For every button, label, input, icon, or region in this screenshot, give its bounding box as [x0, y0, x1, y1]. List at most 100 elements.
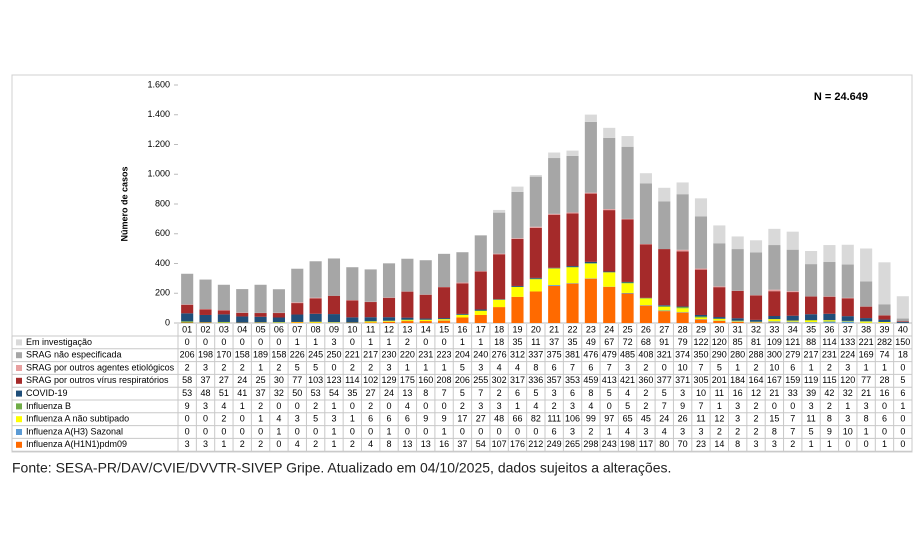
- x-tick-label: 04: [237, 324, 247, 334]
- table-value: 9: [442, 414, 447, 424]
- bar-segment: [695, 317, 707, 319]
- bar-segment: [401, 320, 413, 321]
- bar-segment: [713, 225, 725, 243]
- bar-segment: [530, 175, 542, 177]
- table-value: 0: [460, 426, 465, 436]
- table-value: 27: [366, 388, 376, 398]
- x-tick-label: 22: [568, 324, 578, 334]
- table-value: 302: [492, 375, 507, 385]
- table-value: 9: [185, 401, 190, 411]
- table-value: 476: [583, 350, 598, 360]
- table-value: 226: [290, 350, 305, 360]
- table-value: 159: [785, 375, 800, 385]
- bar-segment: [713, 317, 725, 319]
- bar-segment: [255, 313, 267, 317]
- bar-segment: [310, 261, 322, 297]
- table-value: 8: [588, 388, 593, 398]
- bar-segment: [530, 228, 542, 278]
- table-value: 5: [533, 388, 538, 398]
- x-tick-label: 19: [512, 324, 522, 334]
- bar-segment: [603, 272, 615, 273]
- y-tick-label: 400: [155, 258, 170, 268]
- table-value: 357: [547, 375, 562, 385]
- table-value: 4: [368, 439, 373, 449]
- legend-label: Influenza A(H1N1)pdm09: [26, 439, 127, 449]
- bar-segment: [566, 151, 578, 156]
- legend-swatch: [16, 442, 22, 448]
- table-value: 16: [879, 388, 889, 398]
- table-value: 5: [460, 388, 465, 398]
- bar-segment: [438, 321, 450, 323]
- table-value: 2: [350, 439, 355, 449]
- table-value: 53: [182, 388, 192, 398]
- bar-segment: [383, 322, 395, 323]
- bar-segment: [860, 318, 872, 321]
- source-note: Fonte: SESA-PR/DAV/CVIE/DVVTR-SIVEP Grip…: [12, 460, 671, 476]
- table-value: 371: [675, 375, 690, 385]
- x-tick-label: 30: [714, 324, 724, 334]
- table-value: 7: [570, 362, 575, 372]
- bar-segment: [658, 311, 670, 323]
- x-tick-label: 34: [788, 324, 798, 334]
- bar-segment: [530, 279, 542, 291]
- bar-segment: [511, 287, 523, 297]
- bar-segment: [677, 194, 689, 250]
- bar-segment: [181, 274, 193, 305]
- bar-segment: [658, 249, 670, 305]
- table-value: 50: [292, 388, 302, 398]
- table-value: 5: [900, 375, 905, 385]
- table-value: 164: [749, 375, 764, 385]
- bar-segment: [695, 216, 707, 268]
- table-value: 81: [751, 337, 761, 347]
- table-value: 4: [662, 426, 667, 436]
- table-value: 0: [845, 439, 850, 449]
- table-value: 217: [363, 350, 378, 360]
- bar-segment: [530, 291, 542, 323]
- table-value: 176: [510, 439, 525, 449]
- bar-segment: [236, 316, 248, 322]
- table-value: 0: [423, 426, 428, 436]
- table-value: 72: [623, 337, 633, 347]
- table-value: 1: [827, 439, 832, 449]
- table-value: 2: [643, 401, 648, 411]
- table-value: 1: [350, 414, 355, 424]
- table-value: 2: [350, 362, 355, 372]
- bar-segment: [695, 316, 707, 317]
- bar-segment: [768, 321, 780, 322]
- table-value: 77: [861, 375, 871, 385]
- bar-segment: [787, 322, 799, 323]
- table-value: 4: [497, 362, 502, 372]
- table-value: 0: [258, 337, 263, 347]
- bar-segment: [365, 322, 377, 323]
- table-value: 1: [331, 401, 336, 411]
- table-value: 459: [583, 375, 598, 385]
- table-value: 3: [203, 401, 208, 411]
- table-value: 0: [203, 414, 208, 424]
- table-value: 18: [898, 350, 908, 360]
- table-value: 77: [292, 375, 302, 385]
- bar-segment: [842, 245, 854, 265]
- table-value: 243: [602, 439, 617, 449]
- table-value: 5: [313, 362, 318, 372]
- table-value: 0: [607, 401, 612, 411]
- bar-segment: [677, 250, 689, 251]
- table-value: 3: [680, 388, 685, 398]
- bar-segment: [585, 122, 597, 193]
- table-value: 2: [735, 426, 740, 436]
- table-value: 11: [696, 414, 705, 424]
- table-value: 1: [221, 439, 226, 449]
- table-value: 189: [253, 350, 268, 360]
- table-value: 2: [643, 388, 648, 398]
- table-value: 3: [203, 362, 208, 372]
- bar-segment: [548, 153, 560, 159]
- table-value: 1: [882, 362, 887, 372]
- bar-segment: [273, 322, 285, 323]
- table-value: 375: [547, 350, 562, 360]
- bar-segment: [181, 321, 193, 322]
- table-value: 2: [497, 388, 502, 398]
- table-value: 3: [680, 426, 685, 436]
- bar-segment: [585, 262, 597, 263]
- legend-swatch: [16, 339, 22, 345]
- bar-segment: [566, 266, 578, 267]
- legend-label: Influenza A(H3) Sazonal: [26, 426, 123, 436]
